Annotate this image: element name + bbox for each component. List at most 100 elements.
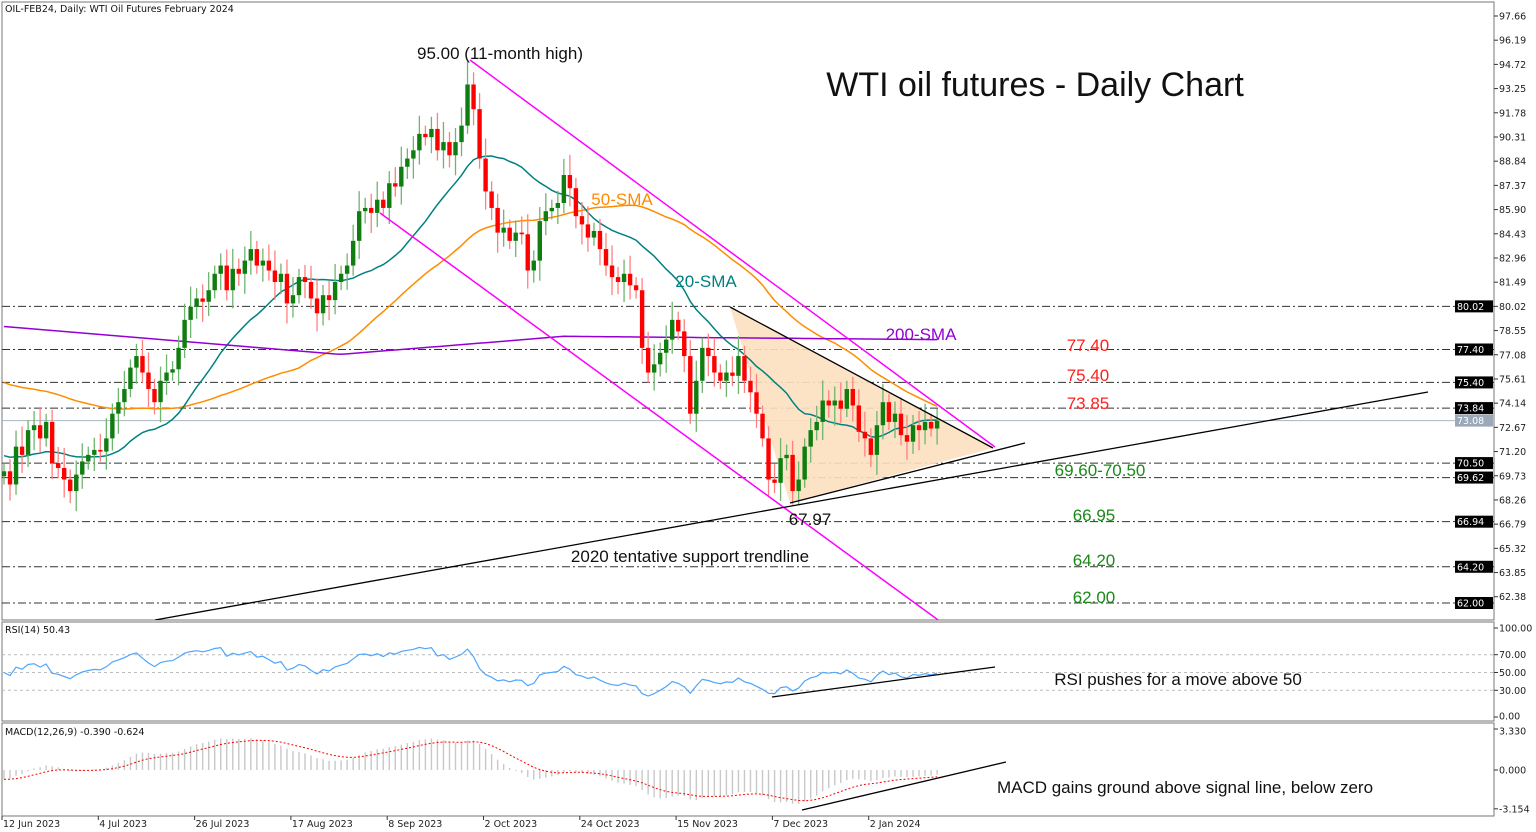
candle (369, 193, 374, 233)
support-label-2: 66.95 (1073, 506, 1116, 525)
sma-200-line (3, 325, 938, 356)
rsi-tick-label: 30.00 (1499, 686, 1526, 697)
candle (603, 232, 609, 276)
candle (850, 376, 856, 422)
candle-body (844, 389, 849, 409)
candle (718, 364, 723, 390)
candle (507, 219, 512, 250)
rsi-tick-label: 70.00 (1499, 650, 1526, 661)
candle-body (706, 347, 711, 357)
candle-body (176, 347, 181, 370)
candle (934, 408, 940, 445)
label-50-sma: 50-SMA (591, 190, 653, 209)
candle (393, 167, 398, 197)
candle (224, 249, 229, 301)
candle (513, 220, 518, 257)
candle-body (766, 438, 771, 480)
candle (615, 266, 621, 295)
price-tick-label: 63.85 (1499, 568, 1526, 579)
candle-body (615, 277, 621, 283)
candle-body (25, 430, 31, 455)
candle-body (381, 199, 386, 208)
level-price-label: 77.40 (1457, 345, 1484, 356)
candle (682, 319, 687, 373)
candle-body (350, 240, 356, 266)
candle-body (308, 282, 314, 299)
candles (2, 59, 940, 512)
candle (37, 407, 43, 453)
candle (688, 339, 693, 424)
candle-body (838, 400, 843, 409)
candle-body (910, 425, 916, 442)
candle-body (272, 270, 278, 283)
horizontal-levels (2, 305, 1494, 604)
annotation-low: 67.97 (789, 510, 832, 529)
candle-body (501, 227, 506, 233)
candle-body (459, 125, 464, 143)
candle (290, 277, 296, 318)
candle-body (170, 369, 175, 373)
candle (92, 437, 97, 471)
price-tick-label: 96.19 (1499, 36, 1526, 47)
level-price-label: 73.84 (1457, 404, 1484, 415)
resistance-label-2: 75.40 (1067, 366, 1110, 385)
candle (766, 426, 771, 496)
candle-body (543, 211, 548, 222)
candle (128, 359, 133, 398)
candle (820, 380, 825, 441)
macd-panel (1, 722, 1495, 817)
candle-body (417, 133, 422, 151)
candle-body (808, 430, 813, 447)
level-price-label: 70.50 (1457, 459, 1484, 470)
macd-label: MACD(12,26,9) -0.390 -0.624 (5, 727, 144, 738)
candle (621, 259, 627, 303)
macd-tick-label: -3.154 (1499, 804, 1530, 815)
candle-body (224, 265, 229, 291)
candle-body (37, 425, 43, 439)
candle-body (862, 431, 868, 439)
candle (868, 428, 874, 468)
candle (844, 380, 849, 417)
candle-body (254, 249, 260, 266)
candle-body (657, 352, 663, 365)
candle (892, 401, 898, 439)
candle-body (525, 234, 530, 271)
candle-body (664, 339, 669, 353)
candle-body (676, 319, 681, 332)
candle (218, 253, 223, 290)
candle-body (92, 449, 97, 455)
candle (670, 301, 675, 354)
candle (886, 393, 892, 431)
candle-body (31, 425, 37, 431)
candle-body (363, 207, 368, 212)
candle-body (43, 421, 49, 439)
candle (579, 202, 585, 245)
level-price-label: 75.40 (1457, 378, 1484, 389)
price-tick-label: 93.25 (1499, 84, 1526, 95)
rsi-label: RSI(14) 50.43 (5, 625, 70, 636)
candle-body (561, 175, 567, 203)
price-tick-label: 81.49 (1499, 278, 1526, 289)
candle (248, 230, 254, 275)
rsi-tick-label: 50.00 (1499, 668, 1526, 679)
candle-body (778, 458, 783, 483)
price-tick-label: 74.14 (1499, 399, 1526, 410)
candle-body (537, 221, 542, 261)
candle (31, 411, 37, 451)
candle (134, 343, 139, 384)
candle (411, 136, 416, 179)
candle-body (104, 438, 109, 452)
candle-body (399, 166, 404, 187)
candle (772, 463, 777, 494)
candle (272, 250, 278, 301)
candle (742, 345, 747, 393)
candle (260, 248, 266, 282)
candle-body (724, 372, 729, 381)
candle-body (471, 84, 476, 110)
candle (465, 59, 470, 134)
level-price-label: 64.20 (1457, 562, 1484, 573)
candle-body (344, 265, 350, 274)
candle-body (651, 364, 657, 373)
candle (254, 240, 260, 274)
candle-body (922, 421, 928, 431)
